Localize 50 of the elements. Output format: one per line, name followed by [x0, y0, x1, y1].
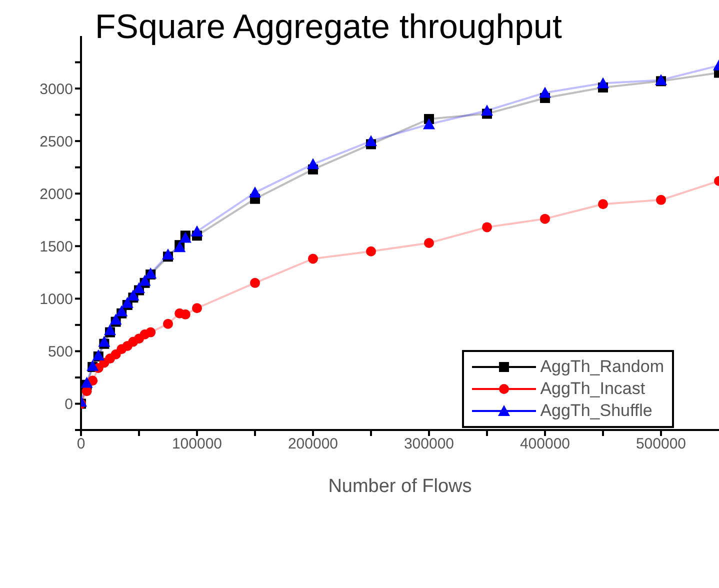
point	[81, 376, 93, 388]
x-tick-label: 300000	[404, 436, 454, 453]
point	[82, 386, 92, 396]
point	[121, 296, 134, 308]
point	[539, 86, 551, 98]
point	[127, 290, 140, 301]
point	[365, 135, 377, 146]
y-tick-label: 3000	[40, 80, 73, 98]
point	[481, 104, 493, 116]
point	[192, 303, 202, 314]
y-tick-label: 1000	[40, 290, 73, 308]
point	[307, 158, 319, 170]
point	[144, 267, 157, 278]
point	[98, 336, 110, 347]
legend-label: AggTh_Random	[540, 357, 664, 377]
x-tick-label: 500000	[636, 436, 686, 453]
point	[162, 248, 174, 260]
point	[146, 327, 156, 338]
point	[249, 186, 261, 198]
point	[133, 282, 145, 294]
point	[656, 194, 666, 205]
point	[308, 254, 318, 264]
legend-label: AggTh_Shuffle	[540, 401, 652, 421]
x-axis-title: Number of Flows	[328, 476, 472, 497]
point	[104, 324, 116, 336]
y-tick-label: 2500	[40, 133, 73, 150]
x-tick-label: 100000	[172, 436, 222, 453]
y-tick-label: 2000	[40, 186, 73, 203]
point	[191, 225, 203, 236]
point	[423, 118, 435, 130]
legend-label: AggTh_Incast	[540, 379, 646, 399]
point	[598, 199, 608, 210]
x-tick-label: 400000	[520, 436, 570, 453]
x-tick-label: 200000	[288, 436, 338, 453]
point	[250, 278, 260, 288]
point	[482, 222, 492, 232]
chart-title: FSquare Aggregate throughput	[95, 8, 562, 47]
point	[424, 238, 434, 248]
point	[180, 309, 190, 320]
point	[540, 214, 550, 224]
point	[366, 246, 376, 256]
y-tick-label: 0	[64, 396, 73, 414]
point	[138, 274, 151, 286]
x-tick-label: 0	[76, 436, 86, 453]
point	[597, 77, 609, 88]
point	[110, 314, 122, 325]
y-tick-label: 1500	[40, 238, 73, 256]
point	[116, 305, 128, 316]
y-tick-label: 500	[48, 344, 73, 361]
point	[163, 318, 173, 329]
